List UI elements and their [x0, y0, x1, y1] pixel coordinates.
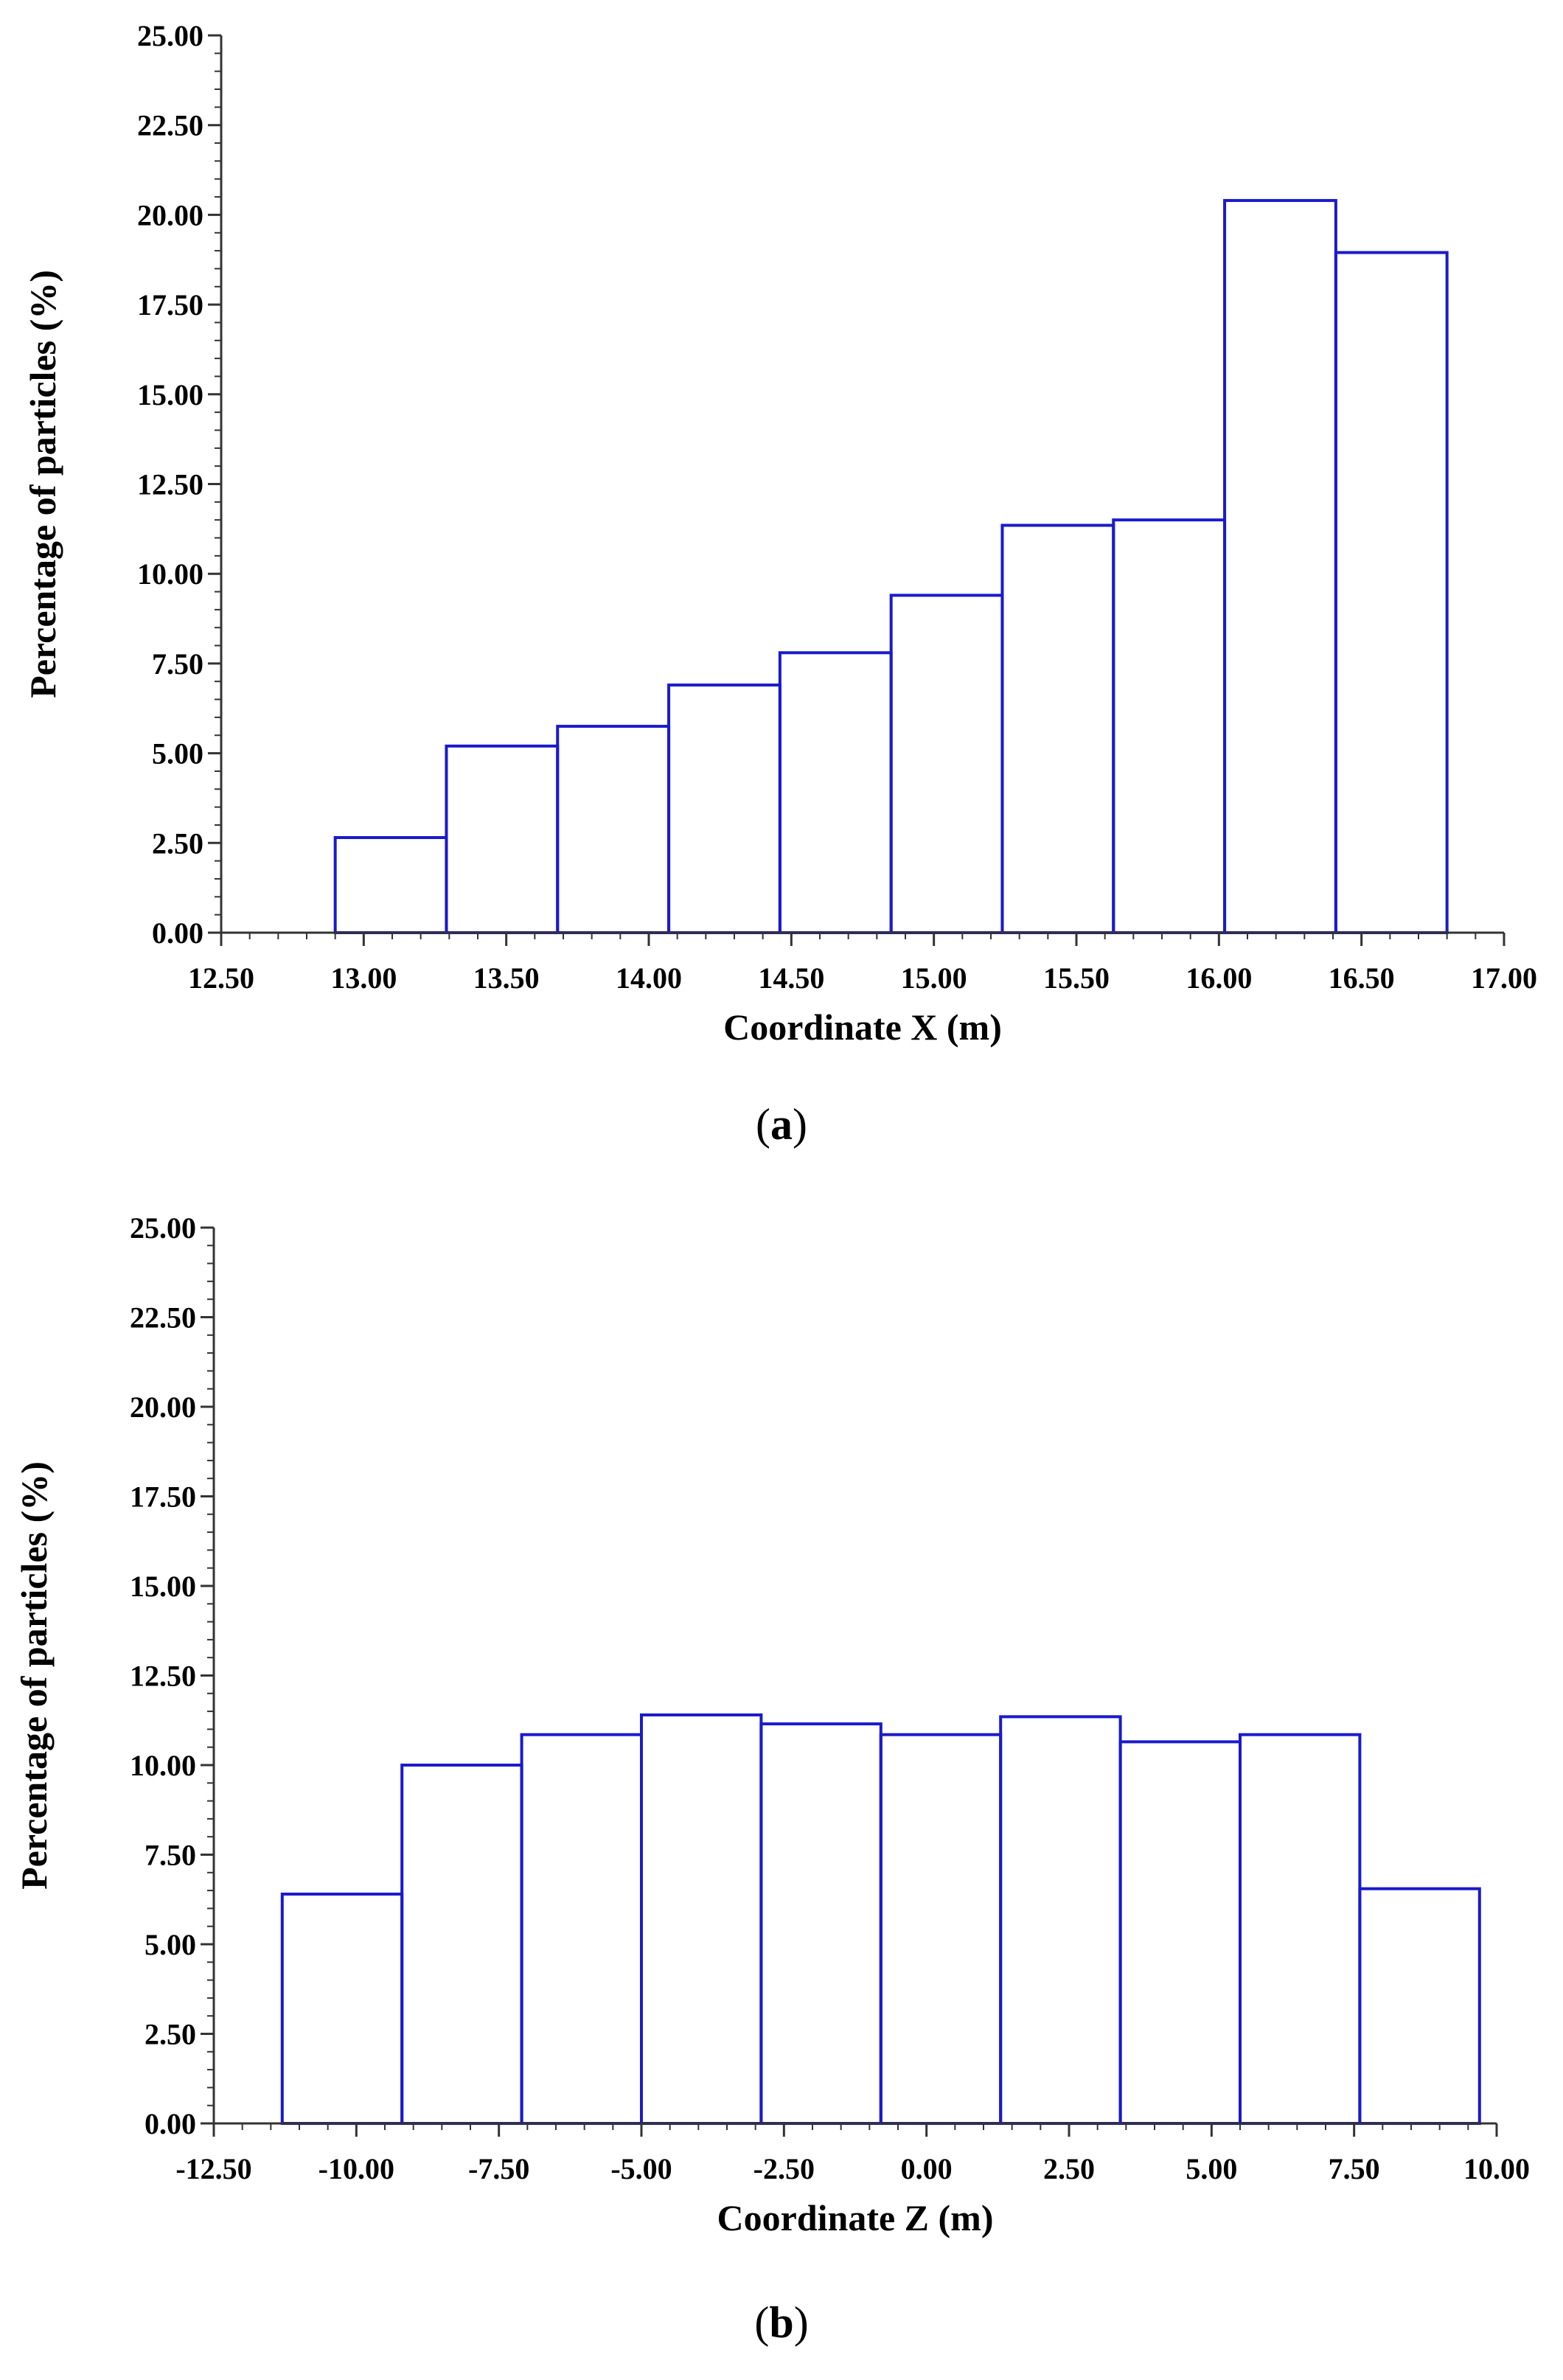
y-axis-title: Percentage of particles (%) — [22, 270, 63, 698]
y-tick-label: 15.00 — [130, 1570, 196, 1603]
x-tick-label: 17.00 — [1471, 961, 1537, 995]
y-tick-label: 0.00 — [145, 2107, 196, 2140]
histogram-bar — [879, 1733, 1003, 2125]
x-axis-title: Coordinate Z (m) — [717, 2197, 994, 2238]
y-tick-label: 20.00 — [130, 1391, 196, 1424]
y-tick-label: 25.00 — [137, 19, 203, 52]
x-tick-label: 15.50 — [1043, 961, 1110, 995]
x-axis-title: Coordinate X (m) — [723, 1006, 1002, 1048]
x-tick-label: 14.00 — [616, 961, 682, 995]
x-tick-label: -7.50 — [468, 2152, 529, 2185]
y-tick-label: 22.50 — [130, 1301, 196, 1335]
histogram-bar — [999, 1715, 1122, 2125]
histogram-bar — [667, 683, 782, 934]
y-tick-label: 10.00 — [137, 557, 203, 591]
y-tick-label: 10.00 — [130, 1749, 196, 1782]
histogram-bar — [280, 1892, 404, 2125]
y-tick-label: 2.50 — [152, 827, 203, 860]
x-tick-label: 14.50 — [758, 961, 824, 995]
y-tick-label: 0.00 — [152, 916, 203, 950]
histogram-bar — [640, 1713, 763, 2125]
y-tick-label: 5.00 — [145, 1928, 196, 1961]
histogram-bar — [1334, 251, 1449, 935]
y-tick-label: 17.50 — [130, 1480, 196, 1514]
histogram-bar — [1223, 198, 1337, 935]
x-tick-label: 12.50 — [188, 961, 254, 995]
y-tick-label: 17.50 — [137, 288, 203, 321]
histogram-bar — [1239, 1733, 1362, 2125]
x-tick-label: 0.00 — [901, 2152, 953, 2185]
panel-label: (a) — [756, 1100, 807, 1149]
histogram-bar — [1118, 1740, 1242, 2125]
y-tick-label: 5.00 — [152, 737, 203, 770]
histogram-bar — [1112, 518, 1227, 934]
histogram-bar — [889, 594, 1004, 935]
histogram-bar — [1358, 1887, 1481, 2125]
x-tick-label: 15.00 — [901, 961, 967, 995]
x-tick-label: -12.50 — [175, 2152, 251, 2185]
histogram-bar — [520, 1733, 643, 2125]
y-tick-label: 2.50 — [145, 2018, 196, 2051]
y-tick-label: 15.00 — [137, 378, 203, 411]
x-tick-label: 13.50 — [473, 961, 540, 995]
x-tick-label: 10.00 — [1463, 2152, 1530, 2185]
x-tick-label: -2.50 — [753, 2152, 815, 2185]
histogram-bar — [400, 1764, 523, 2125]
x-tick-label: -5.00 — [610, 2152, 672, 2185]
histogram-bar — [1000, 523, 1115, 934]
chart-panel-b: 0.00 2.50 5.00 7.50 10.00 12.50 15.00 17.50 20.0… — [13, 1211, 1530, 2347]
panel-label: (b) — [754, 2298, 808, 2347]
y-tick-label: 25.00 — [130, 1211, 196, 1245]
y-tick-label: 7.50 — [145, 1839, 196, 1872]
x-tick-label: 2.50 — [1043, 2152, 1095, 2185]
x-tick-label: 13.00 — [330, 961, 397, 995]
histogram-bar — [759, 1722, 883, 2126]
histogram-bar — [445, 744, 560, 935]
y-tick-label: 12.50 — [130, 1660, 196, 1693]
y-tick-label: 22.50 — [137, 109, 203, 142]
x-tick-label: 7.50 — [1329, 2152, 1380, 2185]
histogram-bar — [778, 651, 893, 935]
chart-panel-a: 0.00 2.50 5.00 7.50 10.00 12.50 15.00 17.50 20.0… — [22, 19, 1537, 1149]
y-axis-title: Percentage of particles (%) — [13, 1461, 55, 1890]
y-tick-label: 12.50 — [137, 468, 203, 501]
y-tick-label: 7.50 — [152, 647, 203, 681]
histogram-bar — [556, 725, 671, 935]
histogram-bar — [333, 835, 448, 935]
y-tick-label: 20.00 — [137, 198, 203, 232]
x-tick-label: 16.00 — [1186, 961, 1252, 995]
x-tick-label: -10.00 — [318, 2152, 394, 2185]
x-tick-label: 16.50 — [1329, 961, 1395, 995]
x-tick-label: 5.00 — [1186, 2152, 1237, 2185]
